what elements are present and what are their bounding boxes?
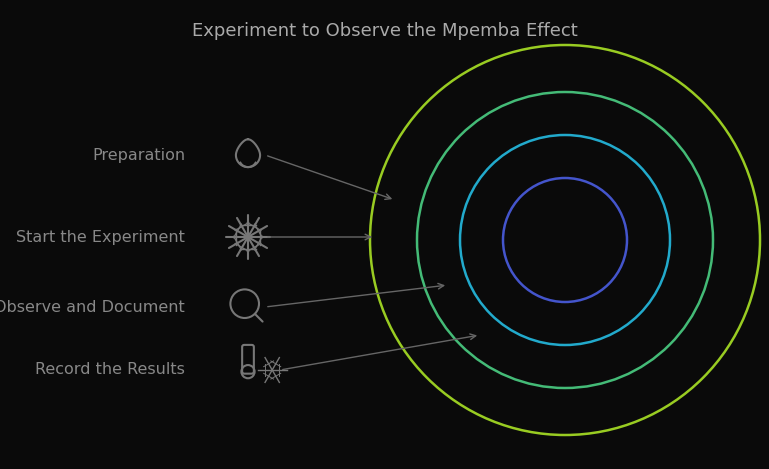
Text: Experiment to Observe the Mpemba Effect: Experiment to Observe the Mpemba Effect <box>191 22 578 40</box>
Text: Start the Experiment: Start the Experiment <box>16 229 185 244</box>
Text: Preparation: Preparation <box>92 147 185 162</box>
Text: Record the Results: Record the Results <box>35 363 185 378</box>
Text: Observe and Document: Observe and Document <box>0 300 185 315</box>
